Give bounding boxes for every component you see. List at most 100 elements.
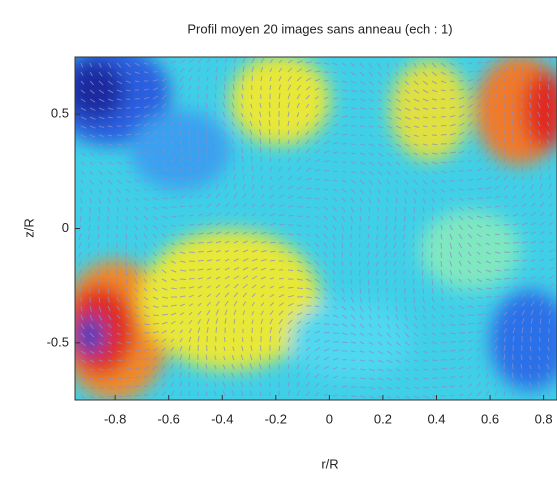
vector-arrow — [161, 233, 167, 238]
vector-arrow — [242, 57, 246, 64]
vector-arrow — [179, 76, 185, 82]
vector-arrow — [197, 85, 200, 91]
vector-arrow — [385, 278, 388, 285]
vector-arrow — [476, 364, 481, 370]
x-tick-label: 0.6 — [481, 411, 499, 426]
vector-arrow — [512, 67, 516, 73]
vector-arrow — [134, 71, 140, 75]
vector-arrow — [546, 112, 550, 118]
vector-arrow — [143, 393, 149, 397]
vector-arrow — [152, 374, 157, 379]
field-region — [75, 60, 125, 120]
vector-arrow — [240, 138, 244, 145]
vector-arrow — [170, 372, 174, 379]
vector-arrow — [503, 336, 507, 343]
vector-arrow — [404, 305, 407, 312]
vector-arrow — [296, 304, 303, 307]
vector-arrow — [494, 320, 499, 325]
vector-arrow — [413, 161, 419, 166]
vector-arrow — [260, 250, 267, 253]
vector-arrow — [494, 138, 498, 145]
vector-arrow — [215, 309, 220, 316]
vector-arrow — [314, 287, 320, 292]
vector-arrow — [494, 354, 498, 361]
vector-arrow — [296, 233, 302, 236]
vector-arrow — [231, 131, 235, 136]
vector-arrow — [233, 309, 237, 316]
vector-arrow — [78, 251, 82, 258]
vector-arrow — [233, 66, 236, 73]
vector-arrow — [350, 314, 356, 320]
vector-arrow — [368, 314, 372, 320]
vector-arrow — [89, 98, 96, 103]
vector-arrow — [179, 260, 186, 263]
vector-arrow — [422, 152, 428, 156]
vector-arrow — [98, 341, 104, 346]
vector-arrow — [305, 104, 310, 109]
vector-arrow — [80, 332, 86, 338]
vector-arrow — [350, 305, 355, 312]
vector-arrow — [341, 314, 348, 319]
vector-arrow — [494, 372, 497, 379]
vector-arrow — [512, 175, 516, 181]
vector-arrow — [476, 121, 481, 127]
vector-arrow — [395, 332, 401, 338]
vector-arrow — [520, 354, 523, 361]
vector-arrow — [305, 251, 311, 256]
vector-arrow — [538, 93, 541, 100]
vector-arrow — [188, 94, 191, 100]
vector-arrow — [520, 111, 523, 118]
vector-arrow — [188, 294, 194, 298]
vector-arrow — [224, 309, 228, 316]
vector-arrow — [377, 305, 380, 311]
vector-arrow — [80, 377, 86, 381]
vector-arrow — [134, 62, 140, 67]
vector-arrow — [449, 170, 456, 173]
vector-arrow — [332, 206, 338, 212]
vector-arrow — [80, 170, 85, 175]
vector-arrow — [259, 344, 262, 352]
vector-arrow — [170, 186, 177, 190]
vector-arrow — [287, 93, 291, 100]
vector-arrow — [377, 197, 380, 203]
vector-arrow — [458, 141, 465, 145]
vector-arrow — [287, 286, 294, 289]
vector-arrow — [404, 89, 410, 94]
vector-arrow — [215, 240, 222, 244]
vector-arrow — [222, 390, 226, 397]
vector-arrow — [107, 377, 114, 380]
vector-arrow — [296, 131, 300, 136]
vector-arrow — [377, 71, 382, 77]
vector-arrow — [278, 59, 283, 64]
vector-arrow — [359, 62, 364, 68]
vector-arrow — [251, 249, 258, 253]
vector-arrow — [485, 390, 490, 397]
vector-arrow — [152, 347, 158, 352]
vector-arrow — [206, 250, 213, 253]
vector-arrow — [359, 134, 365, 137]
vector-arrow — [242, 283, 248, 289]
vector-arrow — [512, 223, 519, 226]
vector-arrow — [231, 139, 235, 145]
vector-arrow — [458, 340, 465, 343]
vector-arrow — [143, 179, 149, 182]
vector-arrow — [251, 57, 255, 64]
vector-arrow — [89, 179, 94, 185]
vector-arrow — [341, 80, 348, 83]
vector-arrow — [125, 124, 132, 127]
vector-arrow — [107, 206, 110, 213]
vector-arrow — [440, 170, 447, 174]
vector-arrow — [240, 103, 244, 109]
vector-arrow — [422, 71, 428, 77]
vector-arrow — [520, 391, 523, 397]
vector-arrow — [170, 60, 177, 64]
vector-arrow — [233, 183, 237, 190]
vector-arrow — [422, 332, 427, 337]
vector-arrow — [89, 80, 94, 86]
vector-arrow — [314, 158, 321, 163]
vector-arrow — [251, 203, 256, 208]
vector-arrow — [403, 224, 406, 231]
vector-arrow — [440, 287, 444, 294]
vector-arrow — [422, 359, 428, 362]
